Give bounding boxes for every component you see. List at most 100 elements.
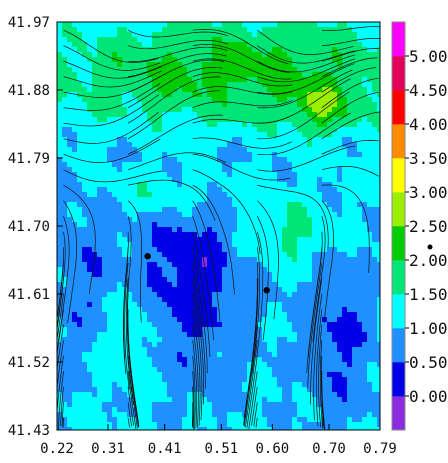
field-cell [237,122,243,128]
field-cell [292,212,298,218]
field-cell [202,337,208,343]
field-cell [117,47,123,53]
field-cell [142,282,148,288]
field-cell [362,242,368,248]
field-cell [127,242,133,248]
field-cell [282,257,288,263]
field-cell [217,122,223,128]
field-cell [182,322,188,328]
field-cell [172,387,178,393]
field-cell [132,312,138,318]
field-cell [142,272,148,278]
field-cell [332,302,338,308]
field-cell [272,332,278,338]
field-cell [82,112,88,118]
field-cell [112,282,118,288]
field-cell [322,297,328,303]
field-cell [337,187,343,193]
field-cell [72,37,78,43]
field-cell [367,167,373,173]
field-cell [82,42,88,48]
field-cell [357,242,363,248]
field-cell [132,92,138,98]
field-cell [197,247,203,253]
field-cell [67,352,73,358]
field-cell [62,307,68,313]
field-cell [342,327,348,333]
field-cell [207,332,213,338]
field-cell [357,82,363,88]
field-cell [77,112,83,118]
field-cell [337,307,343,313]
field-cell [317,282,323,288]
field-cell [77,177,83,183]
field-cell [227,167,233,173]
field-cell [172,182,178,188]
field-cell [157,67,163,73]
field-cell [97,177,103,183]
field-cell [197,352,203,358]
field-cell [327,192,333,198]
field-cell [237,392,243,398]
field-cell [182,267,188,273]
field-cell [227,297,233,303]
field-cell [102,297,108,303]
field-cell [117,237,123,243]
field-cell [167,317,173,323]
field-cell [167,242,173,248]
field-cell [332,112,338,118]
field-cell [342,237,348,243]
field-cell [92,197,98,203]
field-cell [377,252,380,258]
field-cell [262,352,268,358]
field-cell [147,127,153,133]
field-cell [232,372,238,378]
field-cell [232,232,238,238]
field-cell [157,357,163,363]
field-cell [87,92,93,98]
field-cell [357,107,363,113]
field-cell [132,232,138,238]
field-cell [197,257,203,263]
field-cell [302,72,308,78]
field-cell [307,387,313,393]
field-cell [227,397,233,403]
field-cell [82,212,88,218]
field-cell [207,112,213,118]
field-cell [272,157,278,163]
field-cell [107,217,113,223]
field-cell [262,387,268,393]
field-cell [87,42,93,48]
field-cell [82,392,88,398]
field-cell [82,147,88,153]
field-cell [122,122,128,128]
field-cell [187,97,193,103]
field-cell [177,262,183,268]
field-cell [297,142,303,148]
field-cell [157,42,163,48]
field-cell [167,147,173,153]
field-cell [172,262,178,268]
field-cell [377,112,380,118]
field-cell [347,127,353,133]
field-cell [297,107,303,113]
field-cell [122,262,128,268]
field-cell [367,107,373,113]
field-cell [117,382,123,388]
field-cell [162,167,168,173]
field-cell [222,187,228,193]
field-cell [242,237,248,243]
field-cell [342,222,348,228]
field-cell [187,287,193,293]
field-cell [127,197,133,203]
field-cell [252,242,258,248]
field-cell [302,392,308,398]
field-cell [242,102,248,108]
field-cell [147,52,153,58]
field-cell [287,352,293,358]
field-cell [317,197,323,203]
field-cell [157,342,163,348]
field-cell [257,162,263,168]
field-cell [57,342,63,348]
field-cell [112,162,118,168]
